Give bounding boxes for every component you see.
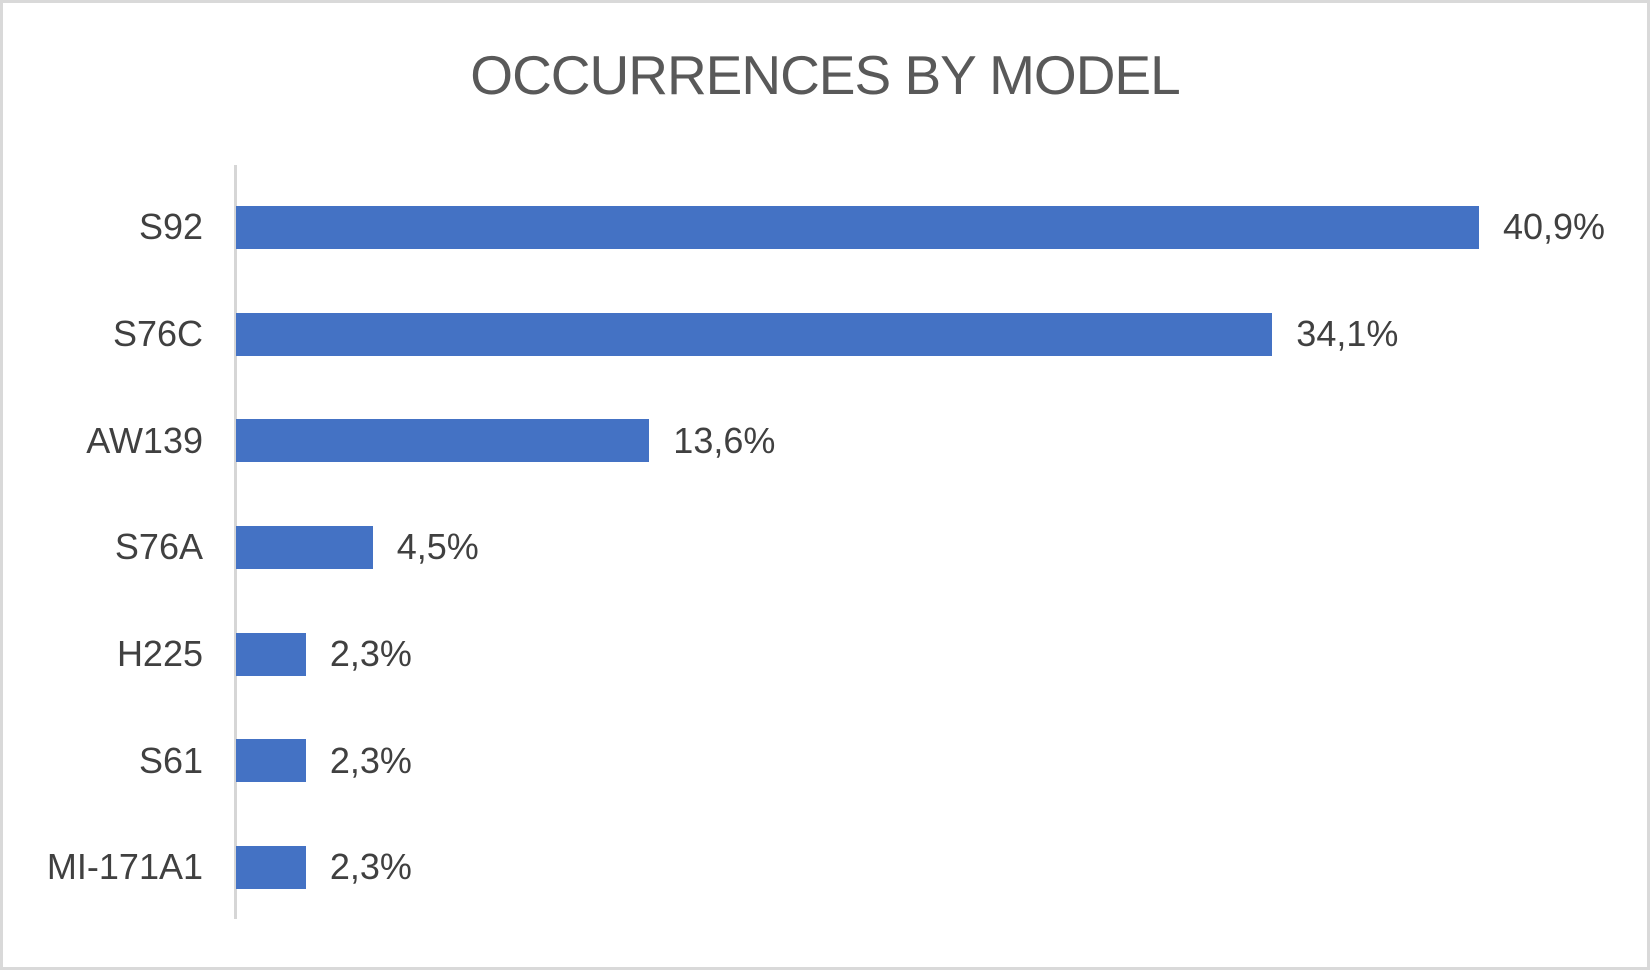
plot-area: S92 40,9% S76C 34,1% AW139 13,6% S76A 4,5% H225 2… [3,174,1647,921]
bar-row: H225 2,3% [3,601,1647,708]
data-label-s76a: 4,5% [396,526,479,568]
bar-aw139 [236,419,650,463]
bar-h225 [236,632,306,676]
category-label-mi-171a1: MI-171A1 [46,846,203,888]
bar-row: S92 40,9% [3,174,1647,281]
bar-row: MI-171A1 2,3% [3,814,1647,921]
data-label-s76c: 34,1% [1296,313,1399,355]
bar-row: S61 2,3% [3,707,1647,814]
data-label-s61: 2,3% [329,739,412,781]
y-axis-line [234,165,237,919]
bar-s61 [236,739,306,783]
category-label-h225: H225 [116,633,203,675]
category-label-s76a: S76A [114,526,203,568]
chart-title: OCCURRENCES BY MODEL [470,44,1180,106]
category-label-aw139: AW139 [86,419,203,461]
bar-row: S76A 4,5% [3,494,1647,601]
bar-s76c [236,312,1273,356]
bar-s92 [236,205,1479,249]
data-label-s92: 40,9% [1502,206,1606,248]
data-label-aw139: 13,6% [673,419,776,461]
category-label-s92: S92 [138,206,203,248]
category-label-s61: S61 [138,739,203,781]
data-label-h225: 2,3% [329,633,412,675]
category-label-s76c: S76C [112,313,203,355]
bar-mi-171a1 [236,845,306,889]
bar-s76a [236,525,373,569]
bar-row: S76C 34,1% [3,281,1647,388]
bar-row: AW139 13,6% [3,387,1647,494]
data-label-mi-171a1: 2,3% [329,846,412,888]
